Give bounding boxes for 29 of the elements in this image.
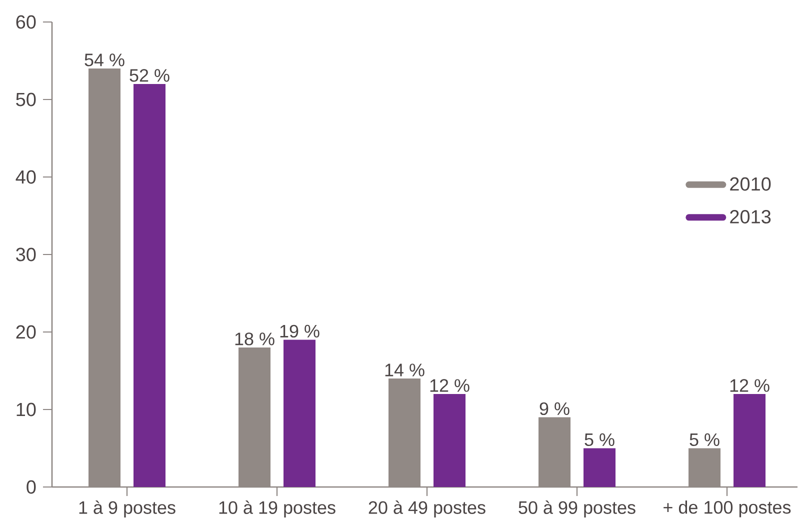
data-label: 54 % (84, 54, 124, 66)
x-tick-label: 50 à 99 postes (518, 500, 636, 518)
bar (734, 394, 766, 487)
x-tick-label: 1 à 9 postes (79, 500, 176, 518)
data-label: 14 % (385, 364, 424, 376)
y-tick-label: 60 (16, 15, 36, 29)
x-tick-label: 10 à 19 postes (219, 500, 336, 518)
data-label: 5 % (584, 433, 614, 446)
x-tick-label: + de 100 postes (664, 500, 791, 518)
y-tick-label: 40 (16, 170, 36, 184)
data-label: 52 % (130, 69, 170, 82)
data-label: 18 % (235, 332, 274, 346)
bar (284, 340, 316, 487)
bar (134, 84, 166, 487)
y-tick-label: 0 (26, 480, 36, 494)
y-tick-label: 50 (16, 92, 36, 106)
x-tick-label: 20 à 49 postes (368, 500, 486, 518)
y-tick-label: 20 (16, 325, 36, 339)
data-label: 12 % (730, 379, 770, 392)
data-label: 9 % (540, 402, 570, 416)
legend-label: 2013 (730, 210, 771, 224)
y-tick-label: 30 (16, 248, 36, 262)
data-label: 5 % (690, 433, 720, 446)
data-label: 12 % (430, 379, 470, 392)
data-label: 19 % (280, 324, 320, 338)
y-tick-label: 10 (16, 402, 36, 416)
bar (434, 394, 466, 487)
bar (584, 448, 616, 487)
legend-label: 2010 (730, 177, 771, 191)
